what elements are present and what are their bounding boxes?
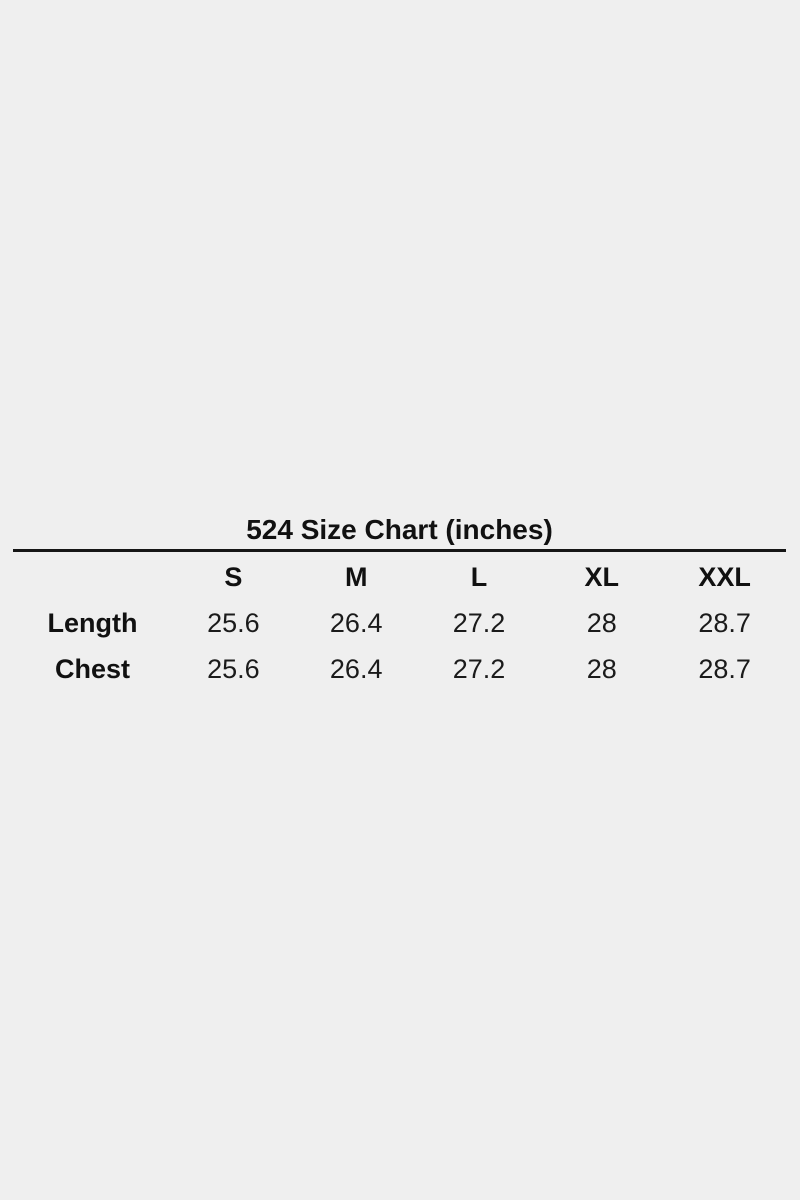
size-table-header: S M L XL XXL: [13, 554, 786, 600]
table-row-chest: Chest 25.6 26.4 27.2 28 28.7: [13, 646, 786, 692]
size-chart: 524 Size Chart (inches) S M L XL XXL Len…: [13, 513, 786, 692]
column-header-l: L: [470, 561, 488, 592]
table-cell: 28.7: [698, 653, 751, 684]
column-header-xl: XL: [584, 561, 620, 592]
table-cell: 28.7: [698, 607, 751, 638]
header-empty-cell: [13, 554, 172, 600]
chart-title: 524 Size Chart (inches): [246, 514, 553, 545]
column-header-xxl: XXL: [698, 561, 751, 592]
size-table-body: Length 25.6 26.4 27.2 28 28.7 Chest 25.6…: [13, 600, 786, 692]
table-cell: 25.6: [207, 607, 260, 638]
title-divider-rule: [13, 549, 786, 552]
table-cell: 25.6: [207, 653, 260, 684]
table-row-length: Length 25.6 26.4 27.2 28 28.7: [13, 600, 786, 646]
column-header-s: S: [224, 561, 243, 592]
table-cell: 28: [586, 653, 617, 684]
table-cell: 27.2: [452, 607, 506, 638]
table-cell: 27.2: [452, 653, 506, 684]
table-cell: 26.4: [329, 607, 383, 638]
size-table: S M L XL XXL Length 25.6 26.4 27.2 28 28…: [13, 554, 786, 692]
row-label-length: Length: [47, 607, 138, 638]
table-cell: 26.4: [329, 653, 383, 684]
table-cell: 28: [586, 607, 617, 638]
header-row: S M L XL XXL: [13, 554, 786, 600]
row-label-chest: Chest: [54, 653, 130, 684]
column-header-m: M: [344, 561, 368, 592]
